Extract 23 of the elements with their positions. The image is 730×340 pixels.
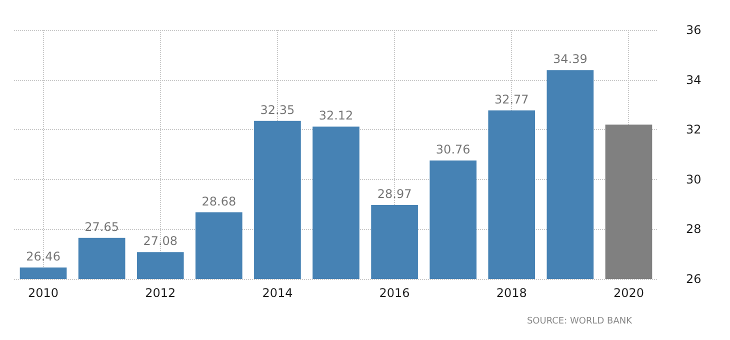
y-tick-label: 34: [686, 72, 702, 87]
data-label: 26.46: [26, 250, 60, 264]
y-tick-label: 28: [686, 222, 702, 236]
data-label: 32.35: [260, 102, 295, 117]
data-label: 28.68: [202, 194, 236, 208]
data-label: 27.65: [84, 220, 119, 234]
x-tick-label: 2012: [145, 286, 176, 300]
data-label: 32.77: [494, 92, 529, 106]
y-tick-label: 36: [686, 23, 702, 37]
y-tick-label: 26: [686, 272, 702, 286]
data-label: 27.08: [143, 234, 178, 248]
data-label: 34.39: [553, 52, 588, 66]
x-tick-label: 2016: [379, 286, 410, 300]
y-tick-label: 30: [686, 172, 702, 186]
y-tick-label: 32: [686, 122, 702, 137]
x-tick-label: 2010: [28, 286, 59, 300]
data-label: 32.12: [318, 108, 354, 123]
source-note: SOURCE: WORLD BANK: [526, 316, 634, 326]
data-label: 30.76: [436, 142, 470, 156]
x-tick-label: 2018: [496, 286, 527, 300]
x-tick-label: 2020: [613, 286, 644, 300]
x-tick-label: 2014: [262, 286, 293, 300]
data-label: 28.97: [377, 187, 412, 202]
